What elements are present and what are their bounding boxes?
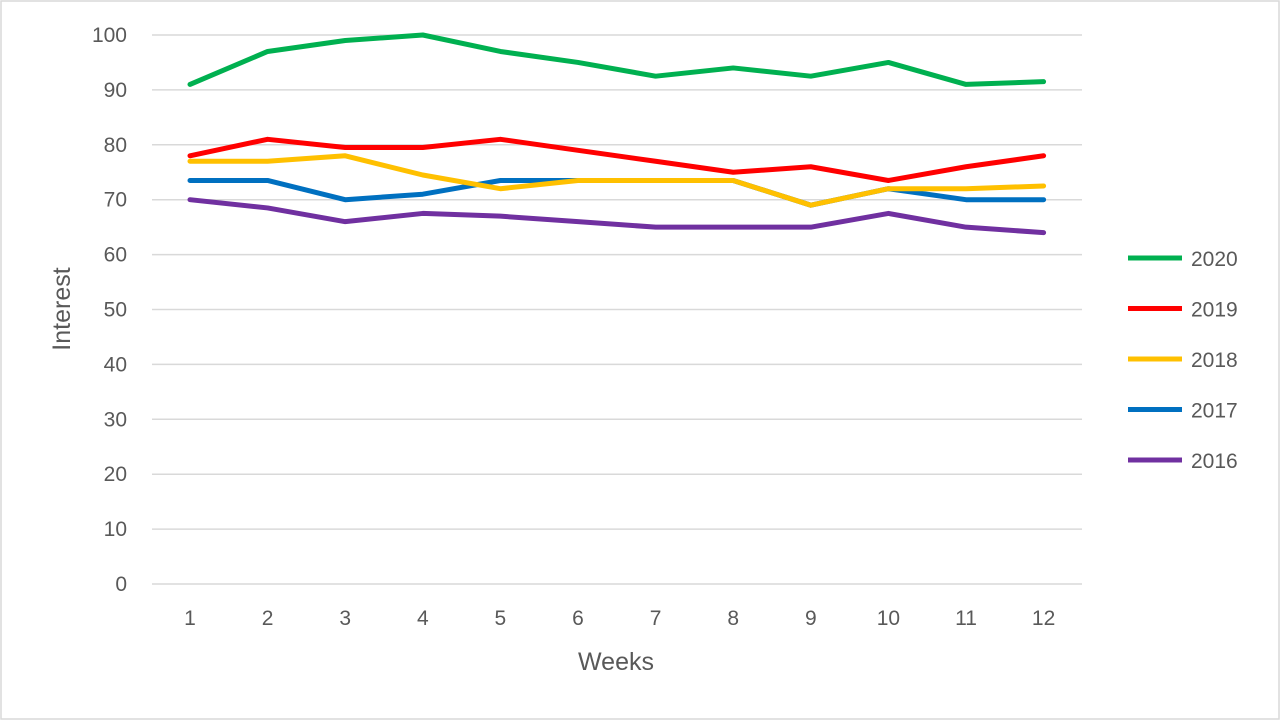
x-tick-label: 6 — [572, 607, 584, 630]
x-tick-label: 3 — [339, 607, 351, 630]
legend-label-2020: 2020 — [1191, 248, 1238, 271]
x-tick-label: 5 — [495, 607, 507, 630]
y-axis-ticks: 0 10 20 30 40 50 60 70 80 90 100 — [92, 24, 127, 596]
series-lines — [187, 32, 1047, 236]
y-tick-label: 0 — [115, 573, 127, 596]
y-tick-label: 30 — [104, 408, 127, 431]
x-tick-label: 2 — [262, 607, 274, 630]
legend: 2020 2019 2018 2017 2016 — [1128, 248, 1238, 473]
y-tick-label: 10 — [104, 518, 127, 541]
y-tick-label: 70 — [104, 189, 127, 212]
y-tick-label: 40 — [104, 353, 127, 376]
x-tick-label: 11 — [955, 607, 977, 630]
series-line-2020 — [187, 32, 1047, 87]
legend-label-2017: 2017 — [1191, 400, 1238, 423]
x-tick-label: 9 — [805, 607, 817, 630]
y-tick-label: 90 — [104, 79, 127, 102]
x-tick-label: 4 — [417, 607, 429, 630]
series-line-2016 — [187, 197, 1047, 236]
legend-label-2018: 2018 — [1191, 349, 1238, 372]
y-tick-label: 20 — [104, 463, 127, 486]
x-tick-label: 1 — [184, 607, 196, 630]
x-axis-ticks: 1 2 3 4 5 6 7 8 9 10 11 12 — [184, 607, 1055, 630]
y-tick-label: 80 — [104, 134, 127, 157]
legend-label-2019: 2019 — [1191, 299, 1238, 322]
y-tick-label: 50 — [104, 299, 127, 322]
x-tick-label: 7 — [650, 607, 662, 630]
legend-label-2016: 2016 — [1191, 450, 1238, 473]
x-axis-title: Weeks — [578, 648, 654, 676]
x-tick-label: 12 — [1032, 607, 1055, 630]
y-tick-label: 60 — [104, 244, 127, 267]
series-line-2018 — [187, 153, 1047, 208]
x-tick-label: 10 — [877, 607, 900, 630]
x-tick-label: 8 — [727, 607, 739, 630]
series-line-2019 — [187, 136, 1047, 183]
y-axis-title: Interest — [48, 267, 76, 350]
y-tick-label: 100 — [92, 24, 127, 47]
